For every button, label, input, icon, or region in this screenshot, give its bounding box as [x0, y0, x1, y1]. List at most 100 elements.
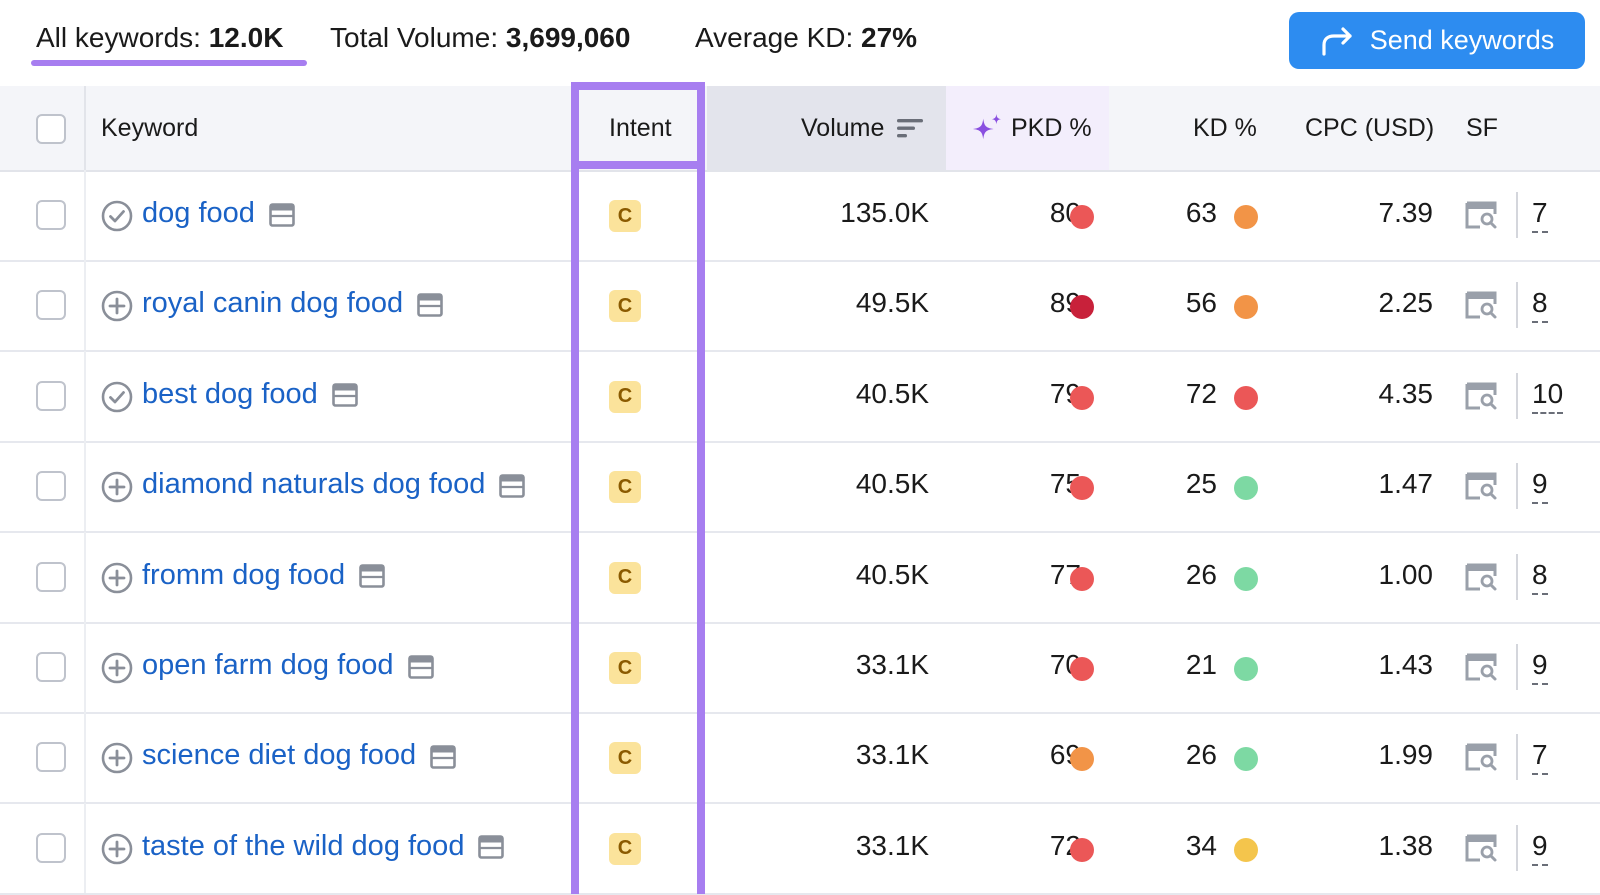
- keyword-text: open farm dog food: [142, 649, 394, 681]
- plus-circle-icon[interactable]: [101, 833, 133, 865]
- intent-commercial-badge: C: [609, 832, 641, 865]
- header-sf[interactable]: SF: [1466, 113, 1498, 142]
- header-pkd[interactable]: PKD %: [971, 86, 1092, 170]
- keyword-link[interactable]: science diet dog food: [142, 739, 456, 772]
- row-checkbox[interactable]: [36, 561, 66, 592]
- kd-value: 21: [1185, 649, 1217, 680]
- serp-features-icon[interactable]: [1464, 471, 1498, 501]
- header-cpc[interactable]: CPC (USD): [1305, 113, 1435, 142]
- checkbox-column-divider: [84, 802, 86, 893]
- table-row: science diet dog food C 33.1K 69 26 1.99 7: [0, 712, 1600, 805]
- plus-circle-icon[interactable]: [101, 471, 133, 503]
- plus-circle-icon[interactable]: [101, 652, 133, 684]
- select-all-checkbox[interactable]: [36, 114, 66, 144]
- send-keywords-button[interactable]: Send keywords: [1289, 12, 1585, 69]
- cpc-value: 2.25: [1378, 287, 1434, 319]
- sf-count[interactable]: 9: [1532, 468, 1548, 505]
- serp-features-icon[interactable]: [1464, 742, 1498, 772]
- serp-features-icon[interactable]: [1464, 200, 1498, 230]
- sf-count[interactable]: 7: [1532, 739, 1548, 776]
- pkd-difficulty-dot: [1070, 747, 1094, 772]
- kd-difficulty-dot: [1234, 385, 1258, 410]
- kd-value: 26: [1185, 739, 1217, 771]
- volume-value: 33.1K: [855, 739, 929, 771]
- all-keywords-count: 12.0K: [208, 22, 284, 53]
- plus-circle-icon[interactable]: [101, 742, 133, 774]
- serp-snapshot-icon[interactable]: [331, 382, 358, 408]
- send-keywords-label: Send keywords: [1369, 25, 1555, 55]
- serp-snapshot-icon[interactable]: [430, 744, 456, 769]
- volume-value: 40.5K: [855, 558, 929, 590]
- sf-divider: [1516, 644, 1518, 690]
- keyword-text: royal canin dog food: [142, 287, 404, 320]
- intent-commercial-badge: C: [609, 290, 641, 323]
- kd-difficulty-dot: [1234, 566, 1258, 591]
- volume-value: 33.1K: [855, 649, 929, 680]
- intent-commercial-badge: C: [609, 200, 641, 232]
- row-checkbox[interactable]: [36, 380, 66, 411]
- sf-divider: [1516, 734, 1518, 781]
- sf-count[interactable]: 8: [1532, 287, 1548, 324]
- serp-snapshot-icon[interactable]: [499, 473, 526, 498]
- plus-circle-icon[interactable]: [101, 562, 133, 594]
- cpc-value: 7.39: [1378, 197, 1434, 228]
- pkd-difficulty-dot: [1070, 205, 1094, 229]
- check-circle-icon[interactable]: [101, 200, 133, 232]
- row-checkbox[interactable]: [36, 832, 66, 863]
- kd-value: 72: [1185, 377, 1217, 409]
- keyword-link[interactable]: diamond naturals dog food: [142, 468, 526, 501]
- kd-value: 63: [1185, 197, 1217, 228]
- sf-divider: [1516, 282, 1518, 329]
- keyword-link[interactable]: taste of the wild dog food: [142, 830, 505, 863]
- row-checkbox[interactable]: [36, 471, 66, 502]
- cpc-value: 1.99: [1378, 739, 1434, 771]
- serp-features-icon[interactable]: [1464, 381, 1498, 411]
- row-checkbox[interactable]: [36, 200, 66, 230]
- keyword-link[interactable]: open farm dog food: [142, 649, 434, 682]
- kd-value: 25: [1185, 468, 1217, 500]
- pkd-header-highlight: [946, 86, 1109, 170]
- check-circle-icon[interactable]: [101, 381, 133, 413]
- serp-snapshot-icon[interactable]: [269, 202, 295, 227]
- header-keyword[interactable]: Keyword: [101, 113, 199, 142]
- sf-count[interactable]: 10: [1532, 378, 1564, 414]
- active-tab-underline: [31, 60, 307, 66]
- header-volume-label: Volume: [801, 113, 885, 142]
- keyword-link[interactable]: fromm dog food: [142, 559, 385, 592]
- serp-snapshot-icon[interactable]: [417, 292, 443, 317]
- intent-column-highlight-frame: [571, 169, 705, 894]
- row-checkbox[interactable]: [36, 652, 66, 682]
- tab-all-keywords[interactable]: All keywords: 12.0K: [36, 22, 283, 54]
- row-checkbox[interactable]: [36, 742, 66, 773]
- keyword-text: diamond naturals dog food: [142, 468, 486, 501]
- sf-count[interactable]: 7: [1532, 197, 1548, 233]
- header-volume[interactable]: Volume: [801, 86, 924, 170]
- header-kd[interactable]: KD %: [1193, 113, 1257, 142]
- sf-count[interactable]: 9: [1532, 830, 1548, 866]
- keyword-link[interactable]: best dog food: [142, 378, 358, 411]
- volume-value: 49.5K: [855, 287, 929, 319]
- intent-commercial-badge: C: [609, 380, 641, 413]
- serp-snapshot-icon[interactable]: [478, 834, 505, 860]
- kd-value: 26: [1185, 558, 1217, 590]
- sf-count[interactable]: 9: [1532, 649, 1548, 685]
- serp-features-icon[interactable]: [1464, 290, 1498, 320]
- serp-snapshot-icon[interactable]: [407, 654, 434, 679]
- serp-features-icon[interactable]: [1464, 562, 1498, 592]
- cpc-value: 1.47: [1378, 468, 1434, 500]
- cpc-value: 1.43: [1378, 649, 1434, 680]
- sparkle-icon: [972, 113, 1002, 140]
- sf-divider: [1516, 824, 1518, 871]
- volume-value: 40.5K: [855, 377, 929, 409]
- serp-features-icon[interactable]: [1464, 652, 1498, 682]
- row-checkbox[interactable]: [36, 290, 66, 321]
- serp-features-icon[interactable]: [1464, 833, 1498, 863]
- plus-circle-icon[interactable]: [101, 290, 133, 322]
- checkbox-column-divider: [84, 531, 86, 622]
- keyword-link[interactable]: dog food: [142, 197, 295, 230]
- serp-snapshot-icon[interactable]: [359, 563, 385, 588]
- header-intent[interactable]: Intent: [609, 113, 672, 142]
- keyword-link[interactable]: royal canin dog food: [142, 287, 443, 320]
- all-keywords-label: All keywords:: [36, 22, 201, 53]
- sf-count[interactable]: 8: [1532, 559, 1548, 595]
